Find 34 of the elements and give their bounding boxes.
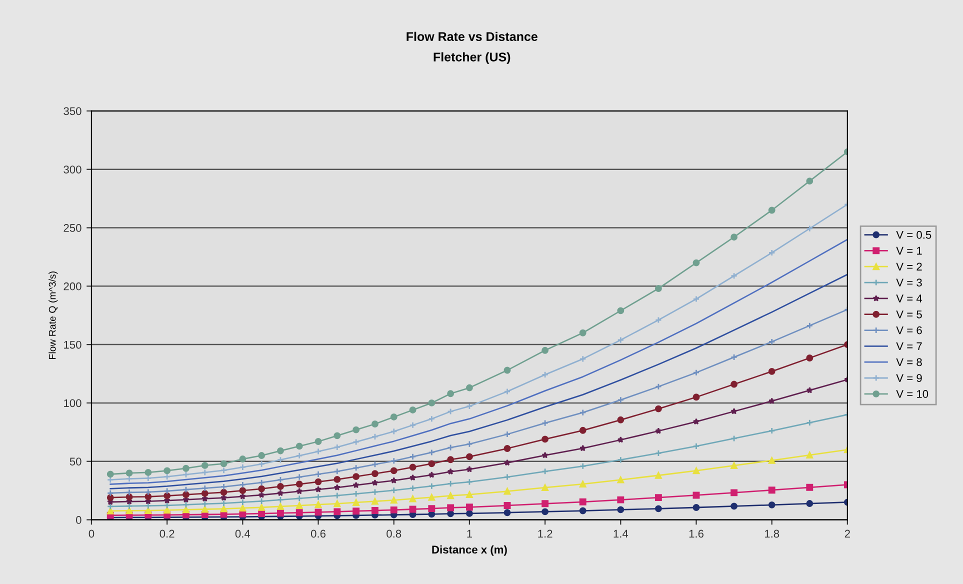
y-tick-label: 200 <box>64 282 82 290</box>
y-tick-label: 0 <box>76 516 82 524</box>
legend-label: V = 3 <box>896 278 922 287</box>
legend-label: V = 5 <box>896 310 922 318</box>
x-tick-label: 0.4 <box>235 530 250 538</box>
y-tick-label: 150 <box>64 340 82 349</box>
x-tick-label: 0.8 <box>386 530 402 538</box>
legend-label: V = 7 <box>896 342 922 350</box>
legend-label: V = 4 <box>896 294 922 302</box>
x-tick-label: 0.6 <box>310 530 326 538</box>
y-tick-label: 100 <box>64 399 82 408</box>
y-tick-label: 50 <box>70 458 82 466</box>
x-tick-label: 1.6 <box>689 530 704 538</box>
x-tick-label: 0.2 <box>160 530 174 538</box>
legend-label: V = 9 <box>896 374 922 382</box>
x-axis-title: Distance x (m) <box>432 545 507 556</box>
x-tick-label: 1.4 <box>614 530 628 538</box>
x-tick-label: 2 <box>844 530 850 538</box>
legend-label: V = 6 <box>896 326 922 334</box>
legend-label: V = 2 <box>896 262 922 270</box>
legend-label: V = 1 <box>896 246 922 255</box>
chart-title: Flow Rate vs Distance <box>406 32 538 42</box>
y-tick-label: 300 <box>64 166 82 174</box>
legend-label: V = 10 <box>896 390 928 398</box>
legend-label: V = 8 <box>896 358 922 366</box>
x-tick-label: 1 <box>467 530 472 538</box>
y-axis-title: Flow Rate Q (m^3/s) <box>48 272 58 359</box>
y-tick-label: 350 <box>64 107 82 116</box>
x-tick-label: 1.8 <box>764 530 780 538</box>
x-tick-label: 1.2 <box>538 530 552 538</box>
x-tick-label: 0 <box>88 530 94 538</box>
y-tick-label: 250 <box>64 224 82 232</box>
legend-label: V = 0.5 <box>896 230 932 239</box>
chart-subtitle: Fletcher (US) <box>434 52 510 64</box>
